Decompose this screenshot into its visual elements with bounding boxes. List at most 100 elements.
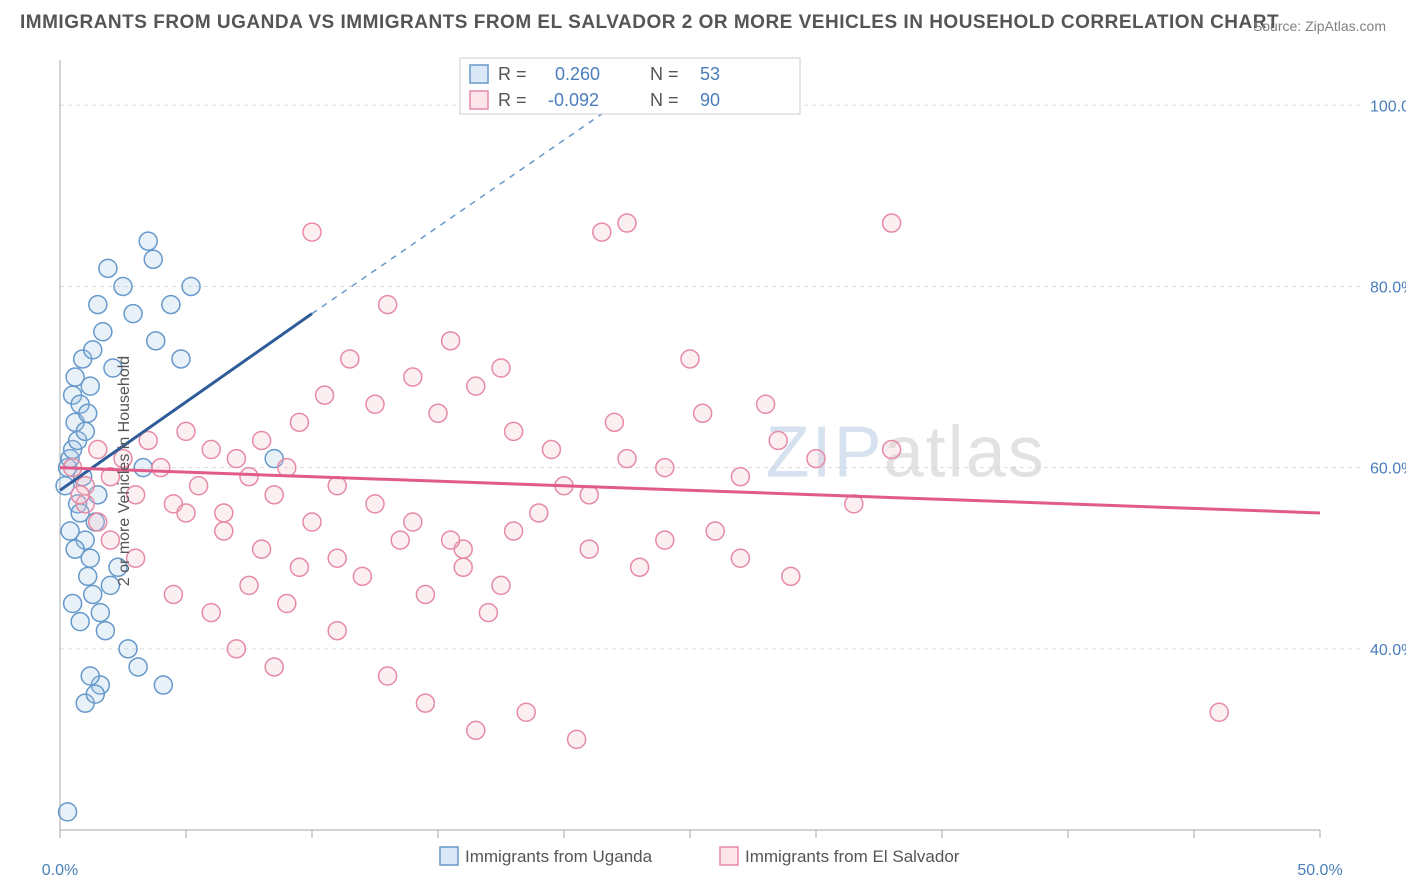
- data-point: [404, 513, 422, 531]
- data-point: [328, 549, 346, 567]
- data-point: [656, 459, 674, 477]
- data-point: [202, 604, 220, 622]
- legend-label-a: Immigrants from Uganda: [465, 847, 653, 866]
- x-tick-label: 50.0%: [1297, 862, 1342, 879]
- n-value-a: 53: [700, 64, 720, 84]
- data-point: [81, 377, 99, 395]
- data-point: [91, 604, 109, 622]
- data-point: [883, 214, 901, 232]
- data-point: [706, 522, 724, 540]
- data-point: [84, 585, 102, 603]
- data-point: [139, 232, 157, 250]
- data-point: [454, 558, 472, 576]
- data-point: [81, 667, 99, 685]
- data-point: [416, 585, 434, 603]
- data-point: [164, 585, 182, 603]
- data-point: [316, 386, 334, 404]
- r-label: R =: [498, 64, 527, 84]
- data-point: [119, 640, 137, 658]
- data-point: [618, 214, 636, 232]
- data-point: [631, 558, 649, 576]
- data-point: [227, 450, 245, 468]
- data-point: [341, 350, 359, 368]
- data-point: [328, 622, 346, 640]
- n-value-b: 90: [700, 90, 720, 110]
- data-point: [467, 377, 485, 395]
- data-point: [605, 413, 623, 431]
- data-point: [580, 486, 598, 504]
- data-point: [694, 404, 712, 422]
- data-point: [328, 477, 346, 495]
- data-point: [76, 422, 94, 440]
- data-point: [303, 513, 321, 531]
- data-point: [542, 441, 560, 459]
- r-label: R =: [498, 90, 527, 110]
- data-point: [134, 459, 152, 477]
- data-point: [366, 495, 384, 513]
- data-point: [265, 658, 283, 676]
- page-title: IMMIGRANTS FROM UGANDA VS IMMIGRANTS FRO…: [20, 12, 1279, 34]
- data-point: [79, 567, 97, 585]
- data-point: [144, 250, 162, 268]
- data-point: [517, 703, 535, 721]
- data-point: [240, 576, 258, 594]
- data-point: [253, 431, 271, 449]
- data-point: [278, 459, 296, 477]
- data-point: [769, 431, 787, 449]
- data-point: [467, 721, 485, 739]
- data-point: [568, 730, 586, 748]
- data-point: [71, 613, 89, 631]
- data-point: [353, 567, 371, 585]
- y-tick-label: 60.0%: [1370, 461, 1406, 478]
- r-value-a: 0.260: [555, 64, 600, 84]
- data-point: [580, 540, 598, 558]
- data-point: [757, 395, 775, 413]
- data-point: [89, 296, 107, 314]
- data-point: [479, 604, 497, 622]
- data-point: [64, 595, 82, 613]
- data-point: [182, 277, 200, 295]
- y-axis-label: 2 or more Vehicles in Household: [116, 356, 134, 586]
- data-point: [89, 513, 107, 531]
- data-point: [379, 296, 397, 314]
- trend-line-b: [60, 468, 1320, 513]
- trend-line-a-ext: [312, 105, 614, 313]
- data-point: [172, 350, 190, 368]
- data-point: [227, 640, 245, 658]
- source-label: Source: ZipAtlas.com: [1253, 18, 1386, 34]
- data-point: [731, 549, 749, 567]
- data-point: [253, 540, 271, 558]
- data-point: [215, 522, 233, 540]
- data-point: [154, 676, 172, 694]
- data-point: [215, 504, 233, 522]
- bottom-swatch-a: [440, 847, 458, 865]
- data-point: [366, 395, 384, 413]
- data-point: [290, 558, 308, 576]
- data-point: [656, 531, 674, 549]
- data-point: [177, 422, 195, 440]
- data-point: [782, 567, 800, 585]
- data-point: [416, 694, 434, 712]
- data-point: [71, 486, 89, 504]
- data-point: [147, 332, 165, 350]
- data-point: [66, 540, 84, 558]
- data-point: [883, 441, 901, 459]
- legend-swatch-a: [470, 65, 488, 83]
- data-point: [79, 404, 97, 422]
- data-point: [290, 413, 308, 431]
- data-point: [162, 296, 180, 314]
- correlation-chart: 40.0%60.0%80.0%100.0%0.0%50.0%ZIPatlasR …: [0, 50, 1406, 892]
- chart-container: 2 or more Vehicles in Household 40.0%60.…: [0, 50, 1406, 892]
- data-point: [379, 667, 397, 685]
- legend-label-b: Immigrants from El Salvador: [745, 847, 960, 866]
- data-point: [303, 223, 321, 241]
- data-point: [530, 504, 548, 522]
- data-point: [94, 323, 112, 341]
- data-point: [593, 223, 611, 241]
- n-label: N =: [650, 90, 679, 110]
- data-point: [114, 277, 132, 295]
- y-tick-label: 100.0%: [1370, 98, 1406, 115]
- x-tick-label: 0.0%: [42, 862, 78, 879]
- data-point: [240, 468, 258, 486]
- data-point: [124, 305, 142, 323]
